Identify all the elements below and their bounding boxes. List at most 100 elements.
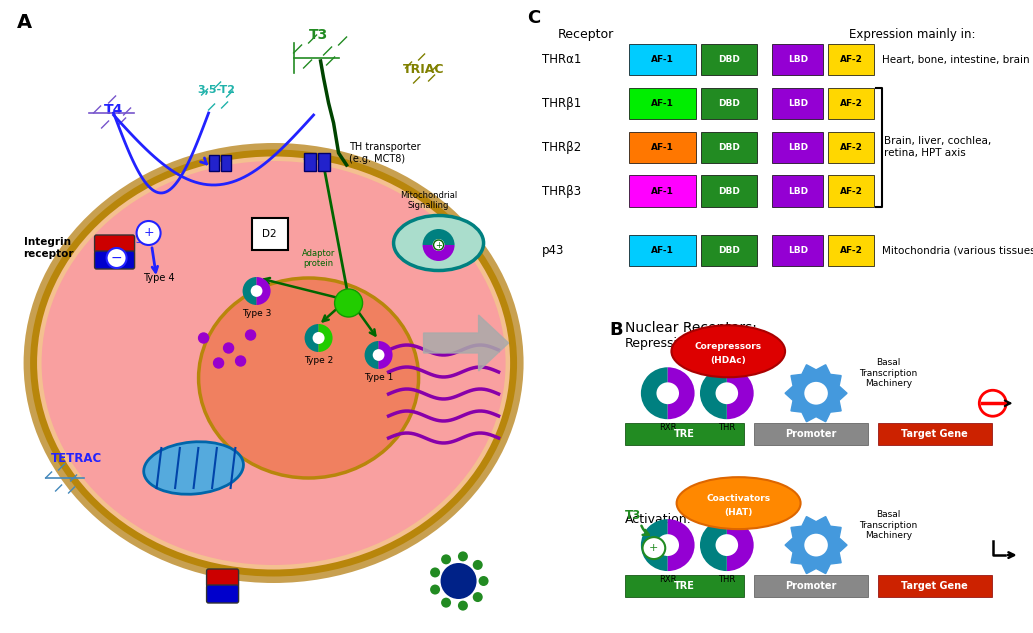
Polygon shape	[785, 365, 847, 422]
Wedge shape	[378, 341, 393, 369]
Circle shape	[656, 534, 679, 556]
FancyBboxPatch shape	[773, 132, 823, 163]
Ellipse shape	[394, 215, 483, 270]
Text: TH transporter
(e.g. MCT8): TH transporter (e.g. MCT8)	[348, 142, 420, 164]
Wedge shape	[700, 367, 727, 419]
FancyBboxPatch shape	[828, 175, 875, 207]
Text: AF-1: AF-1	[651, 143, 674, 152]
Text: D2: D2	[262, 229, 277, 239]
Ellipse shape	[144, 442, 244, 494]
Circle shape	[335, 289, 363, 317]
Text: RXR: RXR	[659, 575, 677, 584]
Wedge shape	[640, 519, 667, 571]
Circle shape	[441, 555, 451, 565]
Text: Type 2: Type 2	[304, 356, 334, 365]
Text: A: A	[17, 13, 32, 32]
Text: T3: T3	[625, 509, 641, 522]
Wedge shape	[305, 324, 318, 352]
Text: p43: p43	[542, 244, 564, 257]
FancyBboxPatch shape	[625, 423, 744, 445]
FancyBboxPatch shape	[828, 88, 875, 119]
Ellipse shape	[94, 339, 453, 507]
Wedge shape	[365, 341, 378, 369]
Circle shape	[458, 551, 468, 561]
Text: TRE: TRE	[674, 429, 694, 439]
Text: Nuclear Receptors:: Nuclear Receptors:	[625, 322, 757, 335]
Text: Brain, liver, cochlea,
retina, HPT axis: Brain, liver, cochlea, retina, HPT axis	[883, 137, 991, 158]
FancyBboxPatch shape	[759, 235, 771, 266]
Text: Target Gene: Target Gene	[902, 581, 968, 591]
Text: (HDAc): (HDAc)	[711, 356, 746, 365]
Text: DBD: DBD	[718, 55, 740, 64]
Circle shape	[979, 391, 1006, 417]
Text: Type 4: Type 4	[143, 273, 175, 283]
Circle shape	[136, 221, 160, 245]
Text: AF-1: AF-1	[651, 246, 674, 255]
Text: 3,5-T2: 3,5-T2	[197, 85, 236, 95]
Text: T4: T4	[104, 103, 123, 117]
FancyBboxPatch shape	[629, 88, 695, 119]
Text: THRβ1: THRβ1	[542, 97, 582, 110]
Circle shape	[656, 382, 679, 404]
FancyBboxPatch shape	[773, 175, 823, 207]
Polygon shape	[785, 517, 847, 573]
FancyBboxPatch shape	[625, 575, 744, 597]
Circle shape	[246, 330, 255, 340]
Text: AF-2: AF-2	[840, 187, 863, 196]
Wedge shape	[727, 367, 754, 419]
Text: C: C	[527, 9, 540, 27]
Text: RXR: RXR	[659, 423, 677, 432]
Wedge shape	[640, 367, 667, 419]
Circle shape	[313, 332, 324, 344]
Text: +: +	[649, 543, 659, 553]
Wedge shape	[700, 519, 727, 571]
Circle shape	[430, 567, 440, 577]
FancyBboxPatch shape	[304, 153, 315, 171]
FancyBboxPatch shape	[700, 132, 757, 163]
Text: Heart, bone, intestine, brain: Heart, bone, intestine, brain	[882, 54, 1030, 65]
Text: LBD: LBD	[788, 99, 808, 108]
Text: THRβ3: THRβ3	[542, 185, 582, 197]
Wedge shape	[667, 519, 694, 571]
FancyBboxPatch shape	[878, 575, 992, 597]
Text: Target Gene: Target Gene	[902, 429, 968, 439]
Text: AF-1: AF-1	[651, 99, 674, 108]
Text: Integrin
receptor: Integrin receptor	[24, 237, 74, 259]
Text: Promoter: Promoter	[785, 581, 837, 591]
Ellipse shape	[671, 325, 785, 377]
Text: LBD: LBD	[788, 187, 808, 196]
Circle shape	[478, 576, 489, 586]
Text: Expression mainly in:: Expression mainly in:	[849, 28, 975, 41]
Circle shape	[236, 356, 246, 366]
Text: Activation:: Activation:	[625, 513, 692, 526]
Circle shape	[805, 534, 827, 556]
Text: TETRAC: TETRAC	[51, 451, 102, 465]
Circle shape	[458, 601, 468, 611]
FancyBboxPatch shape	[828, 235, 875, 266]
FancyBboxPatch shape	[207, 585, 239, 603]
Text: THR: THR	[718, 423, 735, 432]
FancyBboxPatch shape	[828, 44, 875, 75]
FancyBboxPatch shape	[773, 88, 823, 119]
Wedge shape	[727, 519, 754, 571]
FancyBboxPatch shape	[759, 88, 771, 119]
FancyBboxPatch shape	[700, 235, 757, 266]
FancyBboxPatch shape	[629, 44, 695, 75]
Text: Receptor: Receptor	[558, 28, 614, 41]
Circle shape	[198, 333, 209, 343]
Text: Promoter: Promoter	[785, 429, 837, 439]
Text: Type 3: Type 3	[242, 309, 272, 318]
Circle shape	[223, 343, 233, 353]
Text: +: +	[144, 227, 154, 239]
FancyBboxPatch shape	[629, 132, 695, 163]
Circle shape	[251, 285, 262, 297]
Ellipse shape	[24, 143, 524, 583]
Text: Type 1: Type 1	[364, 373, 394, 382]
Circle shape	[473, 592, 482, 602]
FancyBboxPatch shape	[700, 88, 757, 119]
FancyBboxPatch shape	[773, 235, 823, 266]
Circle shape	[434, 240, 443, 250]
Text: AF-2: AF-2	[840, 99, 863, 108]
Text: Corepressors: Corepressors	[695, 342, 761, 351]
Text: LBD: LBD	[788, 143, 808, 152]
